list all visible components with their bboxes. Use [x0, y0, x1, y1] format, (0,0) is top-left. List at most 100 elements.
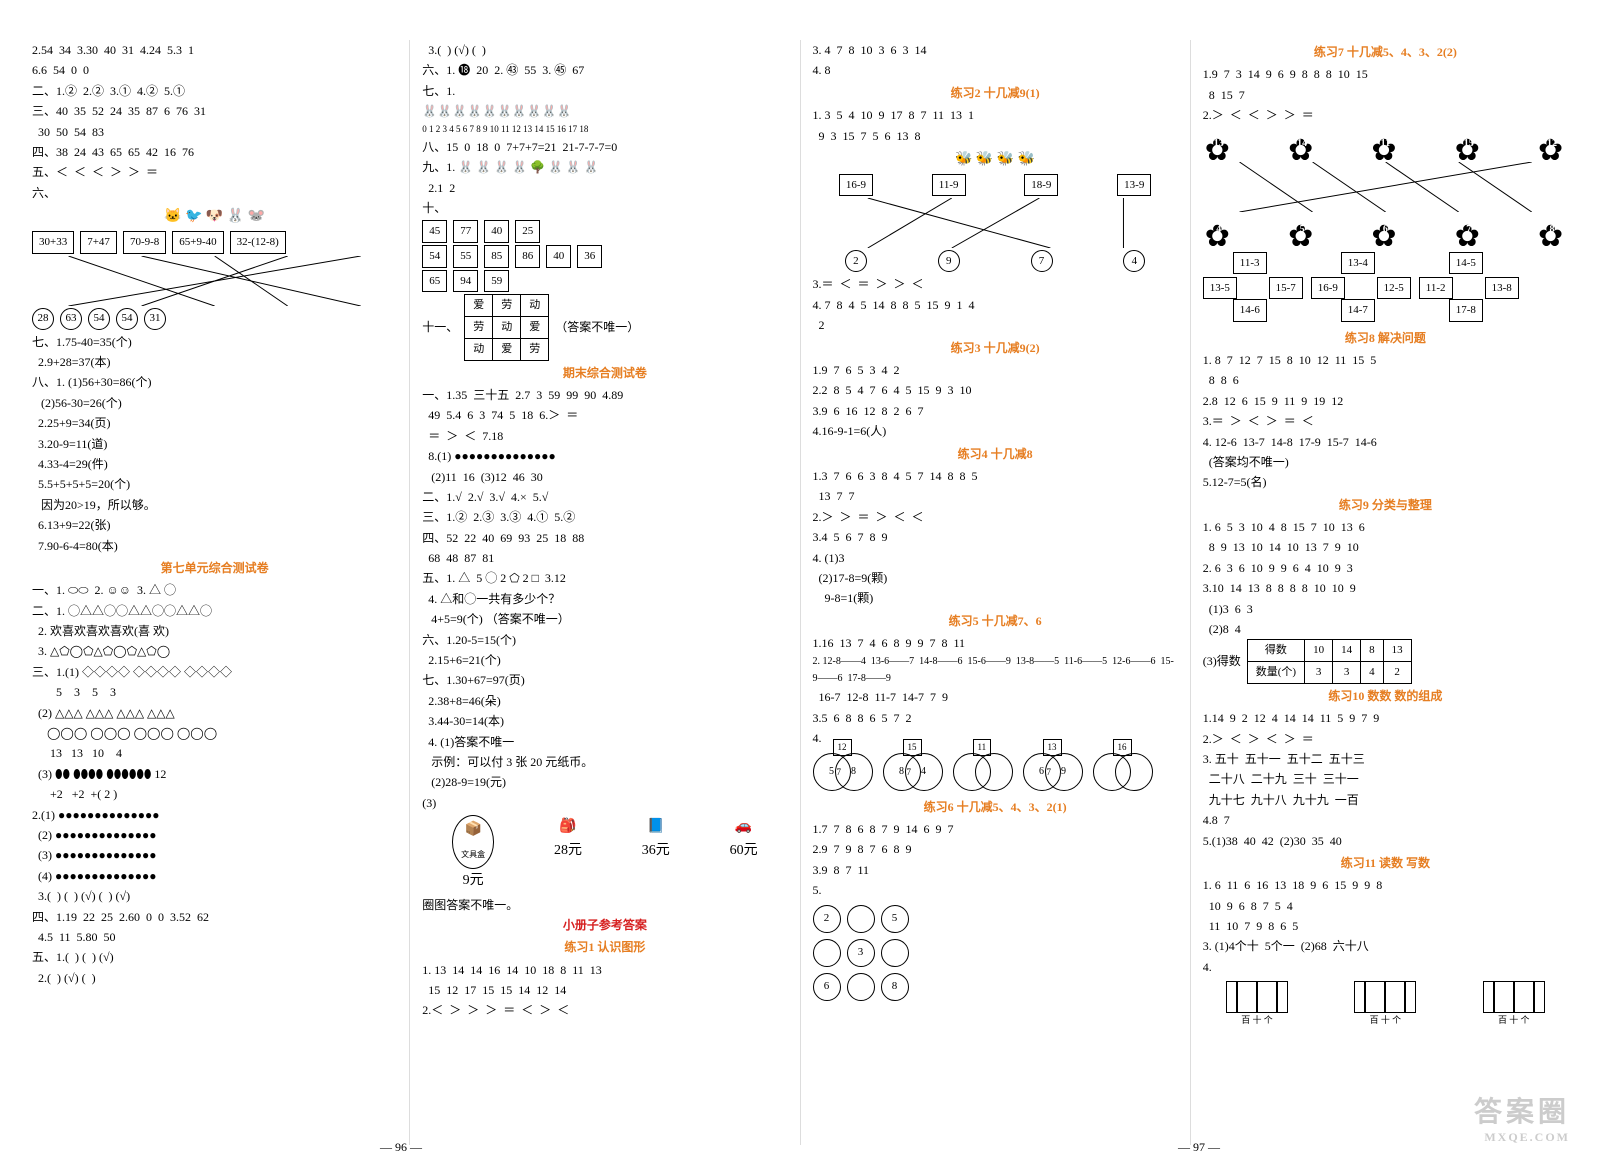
- text-line: (答案均不唯一): [1203, 452, 1568, 472]
- text-line: (2)56-30=26(个): [32, 393, 397, 413]
- clover-leaf: 14-5: [1449, 252, 1483, 275]
- answer-circle: 54: [116, 308, 138, 330]
- q11-note: （答案不唯一）: [555, 317, 639, 337]
- clover-leaf: 12-5: [1377, 277, 1411, 300]
- cell: 爱: [521, 317, 549, 339]
- text-line: 10 9 6 8 7 5 4: [1203, 896, 1568, 916]
- text-line: 13 7 7: [813, 486, 1178, 506]
- expr-box: 13-9: [1117, 174, 1151, 197]
- expr-box: 16-9: [839, 174, 873, 197]
- text-line: (1)3 6 3: [1203, 599, 1568, 619]
- text-line: 1. 6 5 3 10 4 8 15 7 10 13 6: [1203, 517, 1568, 537]
- text-line: 2. 6 3 6 10 9 9 6 4 10 9 3: [1203, 558, 1568, 578]
- text-line: +2 +2 +( 2 ): [32, 784, 397, 804]
- rabbit-row: 🐰🐰🐰🐰🐰🐰🐰🐰🐰🐰: [422, 101, 787, 121]
- shop-item: 📘 36元: [642, 815, 670, 892]
- text-line: 六、: [32, 183, 397, 203]
- th: 14: [1333, 640, 1361, 662]
- text-line: 3.( ) (√) ( ): [422, 40, 787, 60]
- text-line: 1. 6 11 6 16 13 18 9 6 15 9 9 8: [1203, 875, 1568, 895]
- abacus-label: 百 十 个: [1498, 1013, 1530, 1028]
- animal-icon-row: 🐱 🐦 🐶 🐰 🐭: [32, 205, 397, 229]
- flower-top-row: 13 14 11 15 12: [1203, 128, 1568, 160]
- text-line: 示例：可以付 3 张 20 元纸币。: [422, 752, 787, 772]
- text-line: 2: [813, 315, 1178, 335]
- text-line: 3. 4 7 8 10 3 6 3 14: [813, 40, 1178, 60]
- shop-row: 📦文具盒 9元 🎒 28元 📘 36元 🚗 60元: [422, 815, 787, 892]
- text-line: 4. 7 8 4 5 14 8 8 5 15 9 1 4: [813, 295, 1178, 315]
- flower-icon: 11: [1369, 128, 1401, 160]
- section-heading: 练习5 十几减7、6: [813, 611, 1178, 631]
- q11-label: 十一、: [422, 317, 458, 337]
- flower-icon: 5: [1286, 214, 1318, 246]
- text-line: 七、1.30+67=97(页): [422, 670, 787, 690]
- venn-right: [1115, 753, 1153, 791]
- text-line: 8 9 13 10 14 10 13 7 9 10: [1203, 537, 1568, 557]
- clover-leaf: 16-9: [1311, 277, 1345, 300]
- text-line: 4.5 11 5.80 50: [32, 927, 397, 947]
- text-line: 4. (1)答案不唯一: [422, 732, 787, 752]
- pyramid-cell: 55: [453, 245, 478, 268]
- text-line: 2. 欢喜欢喜欢喜欢(喜 欢): [32, 621, 397, 641]
- cell: 动: [465, 338, 493, 360]
- clover: 14-5 11-2 13-8 17-8: [1419, 252, 1519, 322]
- text-line: 6.13+9=22(张): [32, 515, 397, 535]
- text-line: 3.9 6 16 12 8 2 6 7: [813, 401, 1178, 421]
- text-line: 一、1. ⬭⬭ 2. ☺☺ 3. △ ◯: [32, 580, 397, 600]
- th: 13: [1383, 640, 1411, 662]
- text-line: 3.10 14 13 8 8 8 8 10 10 9: [1203, 578, 1568, 598]
- answer-circle: 54: [88, 308, 110, 330]
- expr-box: 7+47: [80, 231, 117, 254]
- text-line: 二、1.② 2.② 3.① 4.② 5.①: [32, 81, 397, 101]
- venn-item: 15 8 4 7: [883, 753, 943, 793]
- text-line: 三、40 35 52 24 35 87 6 76 31: [32, 101, 397, 121]
- pyramid-cell: 54: [422, 245, 447, 268]
- flower-icon: 4: [1203, 214, 1235, 246]
- text-line: 二十八 二十九 三十 三十一: [1203, 769, 1568, 789]
- shop-item: 🚗 60元: [730, 815, 758, 892]
- text-line: 六、1.20-5=15(个): [422, 630, 787, 650]
- text-line: 3.＝ ＜ ＝ ＞ ＞ ＜: [813, 274, 1178, 294]
- text-line: 九十七 九十八 九十九 一百: [1203, 790, 1568, 810]
- td: 3: [1333, 662, 1361, 684]
- bee-expr-row: 16-9 11-9 18-9 13-9: [813, 174, 1178, 197]
- text-line: 四、38 24 43 65 65 42 16 76: [32, 142, 397, 162]
- watermark: 答案圈 MXQE.COM: [1474, 1090, 1570, 1145]
- section-heading: 练习9 分类与整理: [1203, 495, 1568, 515]
- column-1: 2.54 34 3.30 40 31 4.24 5.3 1 6.6 54 0 0…: [20, 40, 409, 1145]
- pencilcase-icon: 📦文具盒: [452, 815, 494, 869]
- pyramid-cell: 94: [453, 270, 478, 293]
- th: 得数: [1247, 640, 1304, 662]
- text-line: 1.14 9 2 12 4 14 14 11 5 9 7 9: [1203, 708, 1568, 728]
- page-spread: 2.54 34 3.30 40 31 4.24 5.3 1 6.6 54 0 0…: [0, 0, 1600, 1165]
- text-line: 3. 五十 五十一 五十二 五十三: [1203, 749, 1568, 769]
- grid-cell: [881, 939, 909, 967]
- text-line: 5.12-7=5(名): [1203, 472, 1568, 492]
- answer-circle: 7: [1031, 250, 1053, 272]
- section-heading: 练习11 读数 写数: [1203, 853, 1568, 873]
- flower-icon: 6: [1369, 214, 1401, 246]
- text-line: 4. △和◯一共有多少个？: [422, 589, 787, 609]
- abacus: 百 十 个: [1226, 981, 1288, 1028]
- answer-circle: 31: [144, 308, 166, 330]
- section-heading: 练习3 十几减9(2): [813, 338, 1178, 358]
- venn-item: 16: [1093, 753, 1153, 793]
- text-line: 二、1. ◯△△◯◯△△◯◯△△◯: [32, 601, 397, 621]
- text-line: 3.20-9=11(道): [32, 434, 397, 454]
- watermark-sub: MXQE.COM: [1474, 1130, 1570, 1145]
- section-heading: 期末综合测试卷: [422, 363, 787, 383]
- number-line: 0 1 2 3 4 5 6 7 8 9 10 11 12 13 14 15 16…: [422, 122, 787, 137]
- td: 2: [1383, 662, 1411, 684]
- flower-icon: 15: [1453, 128, 1485, 160]
- text-line: 三、1.② 2.③ 3.③ 4.① 5.②: [422, 507, 787, 527]
- cell: 劳: [465, 317, 493, 339]
- car-icon: 🚗: [730, 815, 758, 839]
- text-line: (2)17-8=9(颗): [813, 568, 1178, 588]
- text-line: 3.＝ ＞ ＜ ＞ ＝ ＜: [1203, 411, 1568, 431]
- th: 8: [1361, 640, 1384, 662]
- expr-box: 11-9: [932, 174, 966, 197]
- flower-icon: 13: [1203, 128, 1235, 160]
- clover-leaf: 13-4: [1341, 252, 1375, 275]
- text-line: 2.9 7 9 8 7 6 8 9: [813, 839, 1178, 859]
- grid-cell: 2: [813, 905, 841, 933]
